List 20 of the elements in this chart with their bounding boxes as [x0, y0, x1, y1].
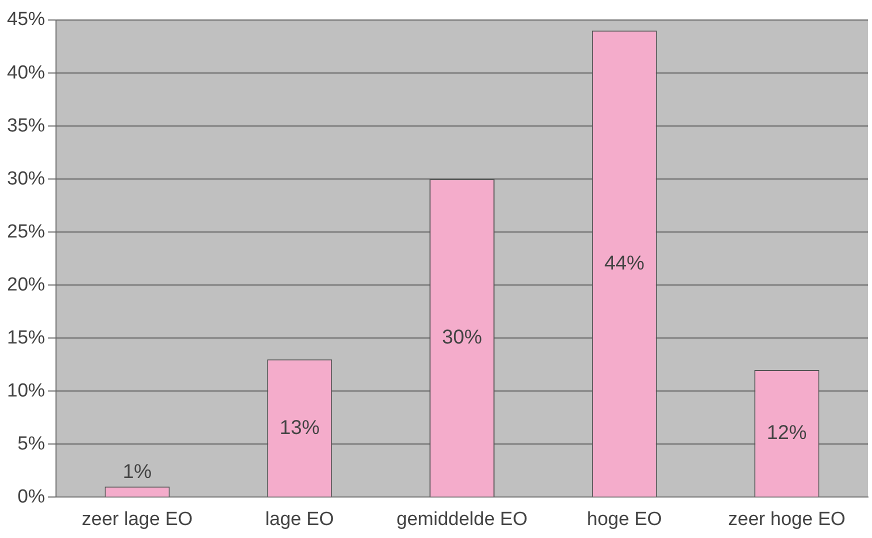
y-tick-label: 20%	[6, 274, 46, 296]
y-tick-label: 0%	[18, 486, 46, 508]
y-tick-label: 15%	[6, 327, 46, 348]
data-label: 30%	[442, 326, 482, 349]
y-tick-label: 5%	[18, 433, 46, 454]
x-tick-label: hoge EO	[586, 508, 662, 530]
data-label: 1%	[122, 461, 152, 484]
x-tick-label: zeer hoge EO	[728, 508, 846, 530]
y-tick-label: 10%	[6, 380, 46, 402]
y-tick-label: 40%	[6, 62, 46, 84]
y-tick-label: 30%	[6, 168, 46, 190]
x-tick-label: lage EO	[265, 508, 334, 530]
x-tick-label: zeer lage EO	[82, 508, 193, 530]
y-tick-label: 25%	[6, 221, 46, 242]
y-tick-label: 35%	[6, 115, 46, 136]
data-label: 44%	[604, 252, 645, 274]
data-label: 13%	[280, 416, 320, 439]
x-tick-label: gemiddelde EO	[396, 508, 528, 530]
data-label: 12%	[766, 422, 808, 444]
y-tick-label: 45%	[6, 9, 46, 30]
